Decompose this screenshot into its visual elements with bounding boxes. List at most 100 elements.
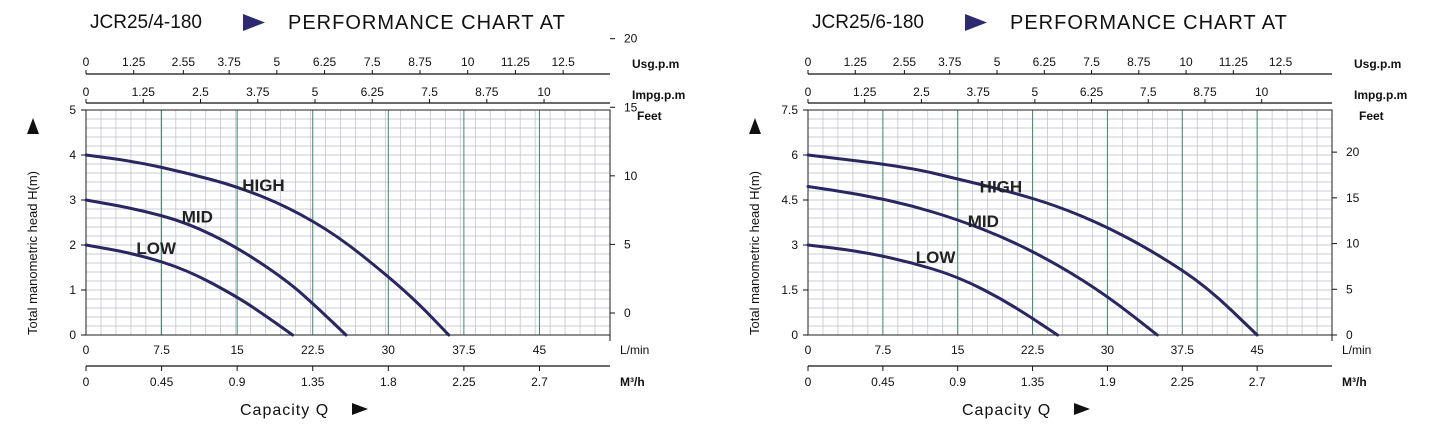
impg-tick-label: 10 xyxy=(537,85,551,99)
usg-tick-label: 11.25 xyxy=(1219,55,1248,69)
x-axis-title: Capacity Q xyxy=(240,402,329,419)
grid xyxy=(807,109,1333,336)
lmin-tick-label: 37.5 xyxy=(452,343,476,357)
usg-unit-label: Usg.p.m xyxy=(1354,57,1401,71)
y-axis-title: Total manometric head H(m) xyxy=(747,171,762,335)
y-tick-label: 3 xyxy=(791,238,798,252)
m3h-tick-label: 2.25 xyxy=(1171,375,1195,389)
impg-tick-label: 1.25 xyxy=(853,85,877,99)
y-tick-label: 2 xyxy=(69,238,76,252)
y-tick-label: 7.5 xyxy=(781,103,798,117)
y-tick-label: 4 xyxy=(69,148,76,162)
usg-tick-label: 6.25 xyxy=(313,55,337,69)
impg-tick-label: 6.25 xyxy=(361,85,385,99)
impg-unit-label: Impg.p.m xyxy=(1354,88,1407,102)
m3h-tick-label: 1.35 xyxy=(1021,375,1045,389)
m3h-tick-label: 2.25 xyxy=(452,375,476,389)
curve-high xyxy=(84,153,451,337)
chart-svg: JCR25/4-180 PERFORMANCE CHART AT0 1.25 2.55… xyxy=(25,12,685,419)
m3h-tick-label: 0 xyxy=(83,375,90,389)
y-tick-label: 6 xyxy=(791,148,798,162)
feet-tick-label: 5 xyxy=(624,237,631,251)
impg-tick-label: 8.75 xyxy=(1193,85,1217,99)
feet-tick-label: 10 xyxy=(624,169,638,183)
y-axis-arrow-icon xyxy=(749,118,761,134)
m3h-tick-label: 0.45 xyxy=(150,375,174,389)
feet-tick-label: 20 xyxy=(1346,145,1360,159)
usg-tick-label: 5 xyxy=(274,55,281,69)
y-tick-label: 3 xyxy=(69,193,76,207)
feet-tick-label: 10 xyxy=(1346,237,1360,251)
lmin-tick-label: 0 xyxy=(805,343,812,357)
usg-tick-label: 12.5 xyxy=(1269,55,1293,69)
y-tick-label: 5 xyxy=(69,103,76,117)
grid xyxy=(85,109,611,336)
y-tick-label: 0 xyxy=(69,328,76,342)
m3h-tick-label: 2.7 xyxy=(531,375,548,389)
chart-title: PERFORMANCE CHART AT xyxy=(288,12,566,34)
m3h-unit-label: M³/h xyxy=(1342,375,1367,389)
impg-tick-label: 7.5 xyxy=(421,85,438,99)
impg-tick-label: 5 xyxy=(1031,85,1038,99)
usg-tick-label: 10 xyxy=(461,55,475,69)
usg-tick-label: 8.75 xyxy=(1127,55,1151,69)
usg-tick-label: 6.25 xyxy=(1033,55,1057,69)
y-axis-arrow-icon xyxy=(27,118,39,134)
impg-tick-label: 0 xyxy=(83,85,90,99)
m3h-tick-label: 0.45 xyxy=(871,375,895,389)
m3h-tick-label: 1.9 xyxy=(1099,375,1116,389)
curve-label-high: HIGH xyxy=(242,176,285,195)
y-tick-label: 4.5 xyxy=(781,193,798,207)
y-tick-label: 1.5 xyxy=(781,283,798,297)
impg-tick-label: 5 xyxy=(312,85,319,99)
lmin-tick-label: 22.5 xyxy=(301,343,325,357)
curve-label-low: LOW xyxy=(136,239,177,258)
curve-label-low: LOW xyxy=(916,248,957,267)
plot-frame xyxy=(807,109,1333,336)
usg-tick-label: 5 xyxy=(994,55,1001,69)
usg-tick-label: 2.55 xyxy=(172,55,196,69)
lmin-tick-label: 7.5 xyxy=(153,343,170,357)
impg-tick-label: 3.75 xyxy=(246,85,270,99)
usg-tick-label: 1.25 xyxy=(122,55,146,69)
curve-low xyxy=(806,243,1060,337)
curve-label-mid: MID xyxy=(182,208,213,227)
feet-unit-label: Feet xyxy=(637,109,662,123)
usg-tick-label: 2.55 xyxy=(893,55,917,69)
impg-tick-label: 8.75 xyxy=(475,85,499,99)
title-arrow-icon xyxy=(965,14,987,31)
feet-tick-label: 0 xyxy=(624,306,631,320)
m3h-tick-label: 0.9 xyxy=(229,375,246,389)
lmin-unit-label: L/min xyxy=(1342,343,1371,357)
performance-chart-jcr25-6-180: JCR25/6-180 PERFORMANCE CHART AT 0 1.25 2.55… xyxy=(722,0,1442,430)
performance-chart-jcr25-4-180: JCR25/4-180 PERFORMANCE CHART AT 0 1.25 2.55… xyxy=(0,0,720,430)
usg-tick-label: 12.5 xyxy=(551,55,575,69)
impg-tick-label: 10 xyxy=(1255,85,1269,99)
impg-tick-label: 2.5 xyxy=(192,85,209,99)
m3h-tick-label: 0.9 xyxy=(949,375,966,389)
curve-mid xyxy=(84,198,348,337)
m3h-tick-label: 2.7 xyxy=(1249,375,1266,389)
usg-tick-label: 0 xyxy=(83,55,90,69)
lmin-tick-label: 37.5 xyxy=(1171,343,1195,357)
chart-model-title: JCR25/6-180 xyxy=(812,12,924,33)
chart-svg: JCR25/6-180 PERFORMANCE CHART AT0 1.25 2.55… xyxy=(747,12,1407,419)
y-tick-label: 0 xyxy=(791,328,798,342)
plot-frame xyxy=(85,109,611,336)
impg-tick-label: 2.5 xyxy=(913,85,930,99)
y-tick-label: 1 xyxy=(69,283,76,297)
feet-tick-label: 0 xyxy=(1346,328,1353,342)
impg-tick-label: 7.5 xyxy=(1140,85,1157,99)
feet-tick-label: 15 xyxy=(1346,191,1360,205)
x-axis-title: Capacity Q xyxy=(962,402,1051,419)
lmin-unit-label: L/min xyxy=(620,343,649,357)
usg-tick-label: 10 xyxy=(1179,55,1193,69)
lmin-tick-label: 45 xyxy=(1250,343,1264,357)
curve-label-mid: MID xyxy=(968,212,999,231)
feet-unit-label: Feet xyxy=(1359,109,1384,123)
curve-mid xyxy=(806,185,1159,337)
lmin-tick-label: 30 xyxy=(382,343,396,357)
impg-tick-label: 1.25 xyxy=(132,85,156,99)
lmin-tick-label: 45 xyxy=(533,343,547,357)
chart-model-title: JCR25/4-180 xyxy=(90,12,202,33)
